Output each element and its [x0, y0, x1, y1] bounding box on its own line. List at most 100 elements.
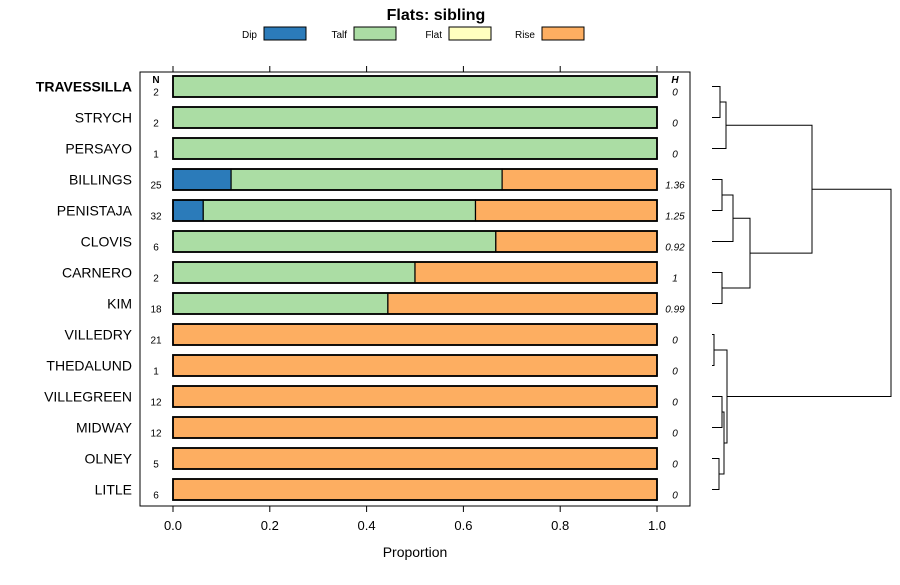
dendrogram: [712, 86, 892, 490]
n-value: 32: [150, 212, 162, 223]
chart-title: Flats: sibling: [387, 7, 486, 24]
bar-outline: [172, 447, 658, 470]
dendrogram-branch: [726, 124, 813, 254]
bar-segment-rise: [172, 385, 658, 408]
bar-segment-talf: [202, 199, 477, 222]
legend-label-dip: Dip: [242, 30, 257, 41]
bar-outline: [172, 230, 658, 253]
bar-segment-talf: [230, 168, 503, 191]
h-value: 0.92: [665, 243, 685, 254]
bar-segment-rise: [501, 168, 658, 191]
dendrogram-root: [727, 188, 892, 397]
n-column-header: N: [152, 75, 159, 86]
h-value: 1.36: [665, 181, 685, 192]
bar-row: STRYCH 2 0: [75, 106, 678, 130]
legend: Dip Talf Flat Rise: [242, 26, 585, 41]
n-value: 1: [153, 150, 159, 161]
bar-segment-talf: [172, 75, 658, 98]
x-axis-label: Proportion: [383, 544, 448, 560]
category-label: BILLINGS: [69, 172, 132, 188]
bar-segment-rise: [414, 261, 658, 284]
category-label: CLOVIS: [81, 234, 132, 250]
h-value: 0: [672, 491, 678, 502]
bar-row: PERSAYO 1 0: [65, 137, 678, 161]
category-label: OLNEY: [85, 451, 133, 467]
dendrogram-branch: [712, 458, 720, 490]
category-label: KIM: [107, 296, 132, 312]
bar-row: MIDWAY 12 0: [76, 416, 678, 440]
n-value: 25: [150, 181, 162, 192]
bar-outline: [172, 261, 658, 284]
bar-row: CARNERO 2 1: [62, 261, 678, 285]
n-value: 1: [153, 367, 159, 378]
legend-label-flat: Flat: [425, 30, 442, 41]
bar-row: LITLE 6 0: [95, 478, 678, 502]
bar-outline: [172, 106, 658, 129]
x-tick-label: 0.6: [454, 518, 472, 533]
bar-row: BILLINGS 25 1.36: [69, 168, 685, 192]
bar-outline: [172, 478, 658, 501]
h-value: 0: [672, 367, 678, 378]
bar-outline: [172, 292, 658, 315]
legend-swatch-talf: [353, 26, 397, 41]
category-label: TRAVESSILLA: [36, 79, 132, 95]
dendrogram-branch: [712, 334, 715, 366]
n-value: 6: [153, 491, 159, 502]
h-value: 0: [672, 398, 678, 409]
bar-segment-dip: [172, 199, 204, 222]
bar-segment-dip: [172, 168, 232, 191]
plot-frame: [139, 71, 691, 507]
x-tick-label: 0.8: [551, 518, 569, 533]
n-value: 2: [153, 88, 159, 99]
bar-outline: [172, 323, 658, 346]
h-value: 0: [672, 429, 678, 440]
bar-segment-rise: [172, 447, 658, 470]
bar-row: OLNEY 5 0: [85, 447, 678, 471]
bar-row: THEDALUND 1 0: [46, 354, 678, 378]
bar-segment-rise: [474, 199, 658, 222]
h-value: 0: [672, 88, 678, 99]
legend-label-talf: Talf: [331, 30, 347, 41]
legend-swatch-dip: [263, 26, 307, 41]
bar-segment-talf: [172, 106, 658, 129]
n-value: 12: [150, 398, 162, 409]
bar-outline: [172, 354, 658, 377]
h-value: 0.99: [665, 305, 685, 316]
bar-row: KIM 18 0.99: [107, 292, 685, 316]
legend-swatch-rise: [541, 26, 585, 41]
category-label: MIDWAY: [76, 420, 133, 436]
n-value: 5: [153, 460, 159, 471]
n-value: 21: [150, 336, 162, 347]
bar-row: VILLEDRY 21 0: [65, 323, 678, 347]
bar-segment-rise: [172, 354, 658, 377]
h-value: 0: [672, 119, 678, 130]
category-label: VILLEGREEN: [44, 389, 132, 405]
bar-segment-rise: [172, 323, 658, 346]
n-value: 2: [153, 274, 159, 285]
category-label: STRYCH: [75, 110, 132, 126]
dendrogram-branch: [712, 179, 723, 211]
h-column-header: H: [671, 75, 679, 86]
category-label: VILLEDRY: [65, 327, 133, 343]
bar-segment-rise: [495, 230, 658, 253]
dendrogram-branch: [712, 86, 721, 118]
n-value: 12: [150, 429, 162, 440]
bar-segment-talf: [172, 261, 416, 284]
dendrogram-branch: [722, 217, 751, 289]
x-tick-label: 0.0: [164, 518, 182, 533]
category-label: PENISTAJA: [57, 203, 133, 219]
x-axis: 0.0 0.2 0.4 0.6 0.8 1.0: [164, 66, 666, 533]
dendrogram-branch: [712, 396, 723, 428]
bar-outline: [172, 75, 658, 98]
h-value: 0: [672, 336, 678, 347]
legend-swatch-flat: [448, 26, 492, 41]
n-value: 6: [153, 243, 159, 254]
bar-outline: [172, 168, 658, 191]
dendrogram-branch: [712, 101, 727, 149]
bar-row: TRAVESSILLA 2 0: [36, 75, 678, 99]
legend-label-rise: Rise: [515, 30, 535, 41]
x-tick-label: 0.2: [261, 518, 279, 533]
bar-outline: [172, 137, 658, 160]
n-value: 18: [150, 305, 162, 316]
